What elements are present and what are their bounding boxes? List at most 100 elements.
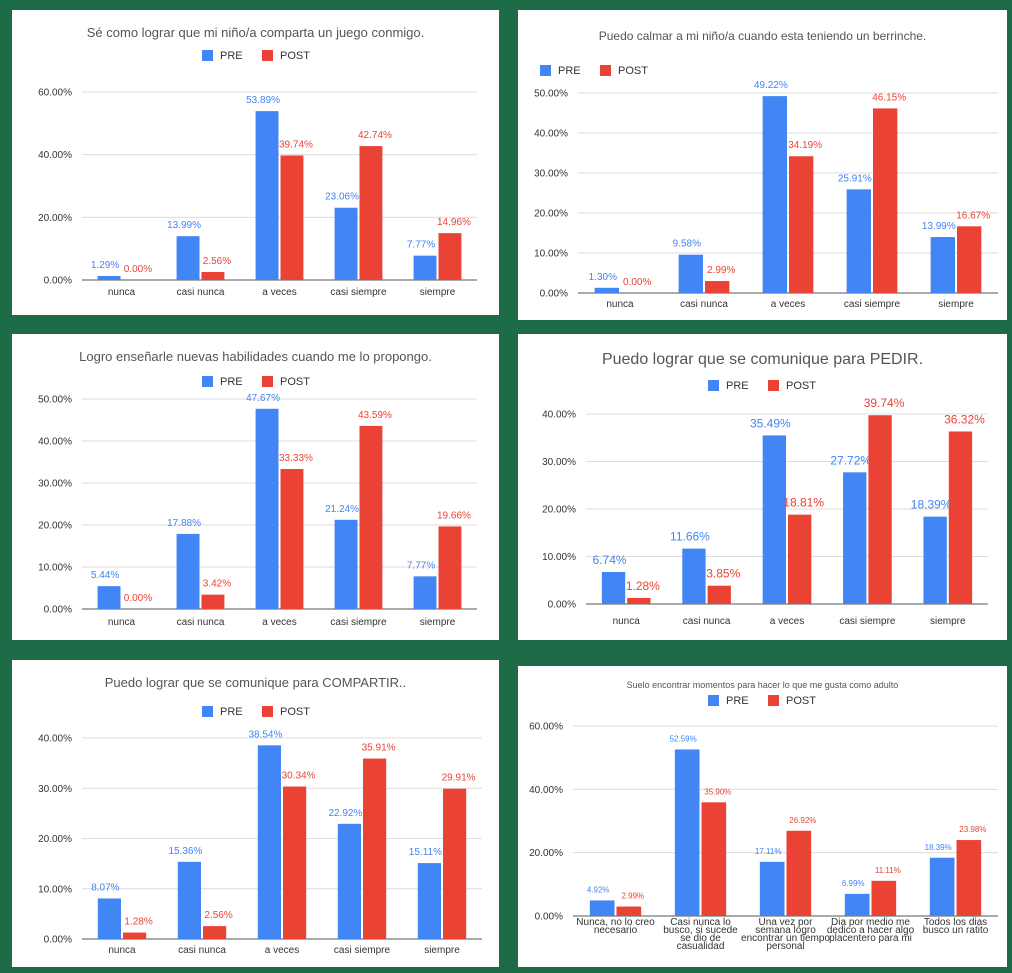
data-label-pre: 35.49% [750,416,791,430]
category-label: casi nunca [177,287,225,298]
legend-label-pre: PRE [220,376,243,388]
bar-post [948,431,973,604]
bar-pre [413,255,437,280]
data-label-pre: 4.92% [587,885,610,894]
category-label: casi nunca [680,299,728,310]
bar-pre [678,254,703,293]
chart-calmar-berrinche: Puedo calmar a mi niño/a cuando esta ten… [534,29,998,310]
bar-pre [337,823,361,939]
data-label-pre: 1.29% [91,260,119,271]
category-label: casi siempre [844,299,901,310]
category-label: siempre [420,617,456,628]
data-label-pre: 27.72% [830,453,871,467]
data-label-post: 2.56% [203,256,231,267]
legend-swatch-pre [202,376,213,387]
legend-label-post: POST [280,706,310,718]
y-tick-label: 10.00% [38,884,72,895]
y-tick-label: 30.00% [542,457,576,468]
data-label-pre: 52.59% [670,734,697,743]
bar-post [707,585,731,604]
y-tick-label: 0.00% [540,289,568,300]
chart-title: Puedo lograr que se comunique para PEDIR… [602,351,923,368]
bar-post [438,526,462,609]
bar-post [359,425,383,609]
chart-comunique-pedir: Puedo lograr que se comunique para PEDIR… [542,351,988,627]
y-tick-label: 30.00% [534,169,568,180]
category-label: casi nunca [683,616,731,627]
category-label: Casi nunca lo busco, si sucede se dio de ca… [663,917,738,952]
category-label: casi nunca [178,945,226,956]
y-tick-label: 30.00% [38,784,72,795]
legend-label-post: POST [280,50,310,62]
y-tick-label: 40.00% [38,437,72,448]
category-label: nunca [108,617,136,628]
legend-swatch-pre [202,50,213,61]
chart-panel-comparte-juego: Sé como lograr que mi niño/a comparta un… [12,10,499,315]
legend-swatch-post [600,65,611,76]
category-label: nunca [108,287,136,298]
legend-swatch-post [768,380,779,391]
data-label-pre: 38.54% [248,729,282,740]
y-tick-label: 20.00% [534,209,568,220]
y-tick-label: 40.00% [38,734,72,745]
legend-label-post: POST [786,380,816,392]
y-tick-label: 0.00% [535,912,563,923]
y-tick-label: 40.00% [38,150,72,161]
bar-pre [601,571,626,604]
data-label-pre: 13.99% [167,220,201,231]
data-label-pre: 23.06% [325,192,359,203]
bar-pre [923,516,947,604]
bar-post [786,830,812,916]
category-label: casi siempre [334,945,391,956]
chart-panel-nuevas-habilidades: Logro enseñarle nuevas habilidades cuand… [12,334,499,640]
data-label-post: 11.11% [875,866,901,875]
category-label: Todos los dias busco un ratito [923,917,989,936]
legend-label-post: POST [280,376,310,388]
category-label: Nunca, no lo creo necesario [576,917,655,936]
y-tick-label: 60.00% [529,722,563,733]
bar-post [201,271,225,280]
data-label-post: 16.67% [956,210,990,221]
bar-post [203,926,227,939]
legend-label-pre: PRE [220,50,243,62]
data-label-post: 2.99% [707,265,735,276]
bar-pre [846,189,871,293]
chart-panel-calmar-berrinche: Puedo calmar a mi niño/a cuando esta ten… [518,10,1007,320]
bar-post [438,233,462,280]
bar-pre [594,287,619,293]
y-tick-label: 40.00% [534,129,568,140]
data-label-post: 35.91% [362,743,396,754]
data-label-post: 35.90% [704,787,731,796]
y-tick-label: 20.00% [542,505,576,516]
bar-post [789,156,814,293]
legend-label-post: POST [618,65,648,77]
chart-nuevas-habilidades: Logro enseñarle nuevas habilidades cuand… [38,349,477,628]
bar-post [201,594,225,609]
data-label-pre: 7.77% [407,240,435,251]
data-label-pre: 13.99% [922,221,956,232]
y-tick-label: 50.00% [38,395,72,406]
y-tick-label: 20.00% [38,213,72,224]
chart-panel-comunique-pedir: Puedo lograr que se comunique para PEDIR… [518,334,1007,640]
legend-label-pre: PRE [558,65,581,77]
bar-pre [413,576,437,609]
data-label-pre: 15.11% [409,847,442,858]
legend-swatch-post [768,695,779,706]
data-label-post: 33.33% [279,453,313,464]
data-label-pre: 15.36% [168,846,202,857]
chart-comunique-compartir: Puedo lograr que se comunique para COMPA… [38,675,482,956]
category-label: Una vez por semana logro encontrar un tiem… [741,917,830,952]
bar-post [363,758,387,939]
data-label-pre: 11.66% [670,530,710,544]
legend-swatch-post [262,376,273,387]
chart-title: Sé como lograr que mi niño/a comparta un… [87,25,424,40]
category-label: siempre [420,287,456,298]
data-label-pre: 5.44% [91,570,119,581]
legend-swatch-pre [540,65,551,76]
bar-post [788,514,812,604]
y-tick-label: 0.00% [44,276,72,287]
y-tick-label: 20.00% [38,521,72,532]
bar-pre [97,586,121,609]
y-tick-label: 10.00% [38,563,72,574]
data-label-post: 18.81% [783,496,824,510]
